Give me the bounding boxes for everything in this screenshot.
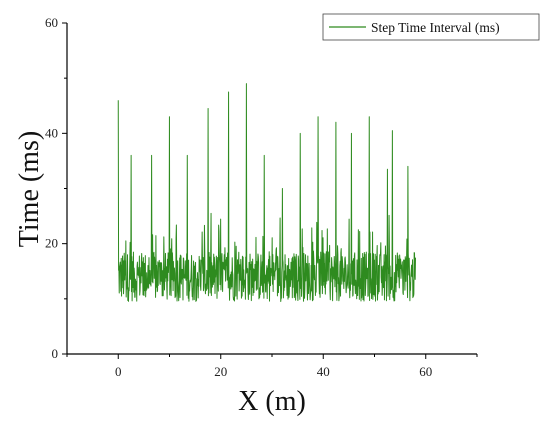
y-axis-title: Time (ms) [14,131,45,247]
legend: Step Time Interval (ms) [322,13,540,41]
y-tick-label: 40 [45,125,58,140]
y-tick-label: 20 [45,236,58,251]
x-tick-label: 60 [419,364,432,379]
x-tick-label: 40 [317,364,330,379]
y-tick-label: 60 [45,15,58,30]
plot-area [117,83,416,302]
x-axis-title: X (m) [238,386,306,417]
legend-box [322,13,540,41]
x-tick-label: 20 [214,364,227,379]
y-ticks: 0 20 40 60 [45,15,67,361]
x-tick-label: 0 [115,364,122,379]
series-line-step-time-interval [117,83,416,302]
legend-label: Step Time Interval (ms) [371,20,500,35]
y-tick-label: 0 [52,346,59,361]
axes: 0 20 40 60 0 20 40 60 [45,15,478,379]
x-ticks: 0 20 40 60 [66,354,478,379]
